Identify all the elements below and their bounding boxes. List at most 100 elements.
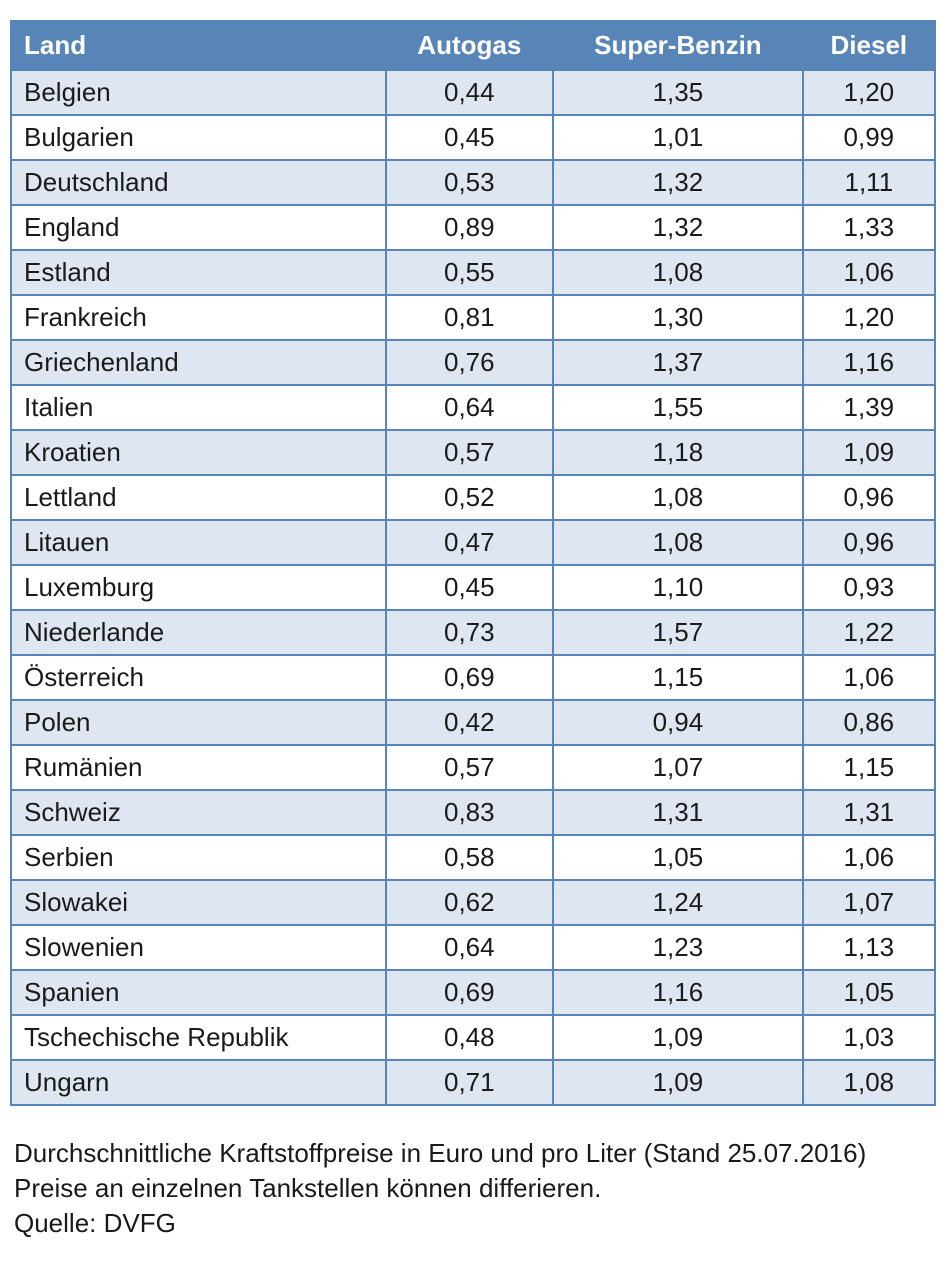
table-row: Niederlande0,731,571,22	[11, 610, 935, 655]
footer-note: Durchschnittliche Kraftstoffpreise in Eu…	[10, 1136, 936, 1241]
value-cell: 0,64	[386, 385, 554, 430]
value-cell: 1,09	[553, 1060, 803, 1105]
value-cell: 0,86	[803, 700, 935, 745]
value-cell: 1,05	[803, 970, 935, 1015]
value-cell: 1,23	[553, 925, 803, 970]
country-cell: Slowenien	[11, 925, 386, 970]
country-cell: Lettland	[11, 475, 386, 520]
value-cell: 1,35	[553, 70, 803, 115]
table-row: Schweiz0,831,311,31	[11, 790, 935, 835]
country-cell: England	[11, 205, 386, 250]
value-cell: 1,20	[803, 70, 935, 115]
value-cell: 0,69	[386, 655, 554, 700]
table-row: Tschechische Republik0,481,091,03	[11, 1015, 935, 1060]
value-cell: 1,07	[553, 745, 803, 790]
country-cell: Litauen	[11, 520, 386, 565]
footer-line-1: Durchschnittliche Kraftstoffpreise in Eu…	[14, 1136, 936, 1171]
country-cell: Rumänien	[11, 745, 386, 790]
value-cell: 1,15	[803, 745, 935, 790]
value-cell: 1,55	[553, 385, 803, 430]
value-cell: 1,03	[803, 1015, 935, 1060]
value-cell: 1,24	[553, 880, 803, 925]
table-row: Serbien0,581,051,06	[11, 835, 935, 880]
country-cell: Italien	[11, 385, 386, 430]
table-row: Slowakei0,621,241,07	[11, 880, 935, 925]
value-cell: 0,64	[386, 925, 554, 970]
value-cell: 1,31	[803, 790, 935, 835]
col-country: Land	[11, 21, 386, 70]
country-cell: Niederlande	[11, 610, 386, 655]
value-cell: 0,53	[386, 160, 554, 205]
value-cell: 0,96	[803, 475, 935, 520]
table-row: Italien0,641,551,39	[11, 385, 935, 430]
country-cell: Deutschland	[11, 160, 386, 205]
value-cell: 1,37	[553, 340, 803, 385]
value-cell: 1,07	[803, 880, 935, 925]
value-cell: 1,09	[553, 1015, 803, 1060]
value-cell: 1,16	[803, 340, 935, 385]
value-cell: 1,39	[803, 385, 935, 430]
country-cell: Serbien	[11, 835, 386, 880]
value-cell: 0,45	[386, 565, 554, 610]
country-cell: Tschechische Republik	[11, 1015, 386, 1060]
value-cell: 1,32	[553, 160, 803, 205]
value-cell: 0,89	[386, 205, 554, 250]
table-row: Bulgarien0,451,010,99	[11, 115, 935, 160]
country-cell: Griechenland	[11, 340, 386, 385]
value-cell: 1,33	[803, 205, 935, 250]
value-cell: 0,57	[386, 430, 554, 475]
table-row: England0,891,321,33	[11, 205, 935, 250]
value-cell: 1,13	[803, 925, 935, 970]
value-cell: 0,71	[386, 1060, 554, 1105]
table-row: Frankreich0,811,301,20	[11, 295, 935, 340]
table-header-row: Land Autogas Super-Benzin Diesel	[11, 21, 935, 70]
footer-line-3: Quelle: DVFG	[14, 1206, 936, 1241]
value-cell: 0,76	[386, 340, 554, 385]
table-row: Luxemburg0,451,100,93	[11, 565, 935, 610]
value-cell: 0,96	[803, 520, 935, 565]
country-cell: Ungarn	[11, 1060, 386, 1105]
value-cell: 1,15	[553, 655, 803, 700]
value-cell: 0,99	[803, 115, 935, 160]
country-cell: Belgien	[11, 70, 386, 115]
country-cell: Slowakei	[11, 880, 386, 925]
table-row: Polen0,420,940,86	[11, 700, 935, 745]
value-cell: 1,11	[803, 160, 935, 205]
country-cell: Polen	[11, 700, 386, 745]
table-row: Rumänien0,571,071,15	[11, 745, 935, 790]
table-row: Lettland0,521,080,96	[11, 475, 935, 520]
country-cell: Schweiz	[11, 790, 386, 835]
value-cell: 0,45	[386, 115, 554, 160]
country-cell: Estland	[11, 250, 386, 295]
table-row: Estland0,551,081,06	[11, 250, 935, 295]
table-row: Slowenien0,641,231,13	[11, 925, 935, 970]
value-cell: 1,09	[803, 430, 935, 475]
value-cell: 0,62	[386, 880, 554, 925]
table-row: Litauen0,471,080,96	[11, 520, 935, 565]
country-cell: Bulgarien	[11, 115, 386, 160]
value-cell: 0,47	[386, 520, 554, 565]
value-cell: 1,06	[803, 835, 935, 880]
table-row: Deutschland0,531,321,11	[11, 160, 935, 205]
value-cell: 1,05	[553, 835, 803, 880]
value-cell: 0,48	[386, 1015, 554, 1060]
value-cell: 0,93	[803, 565, 935, 610]
value-cell: 1,08	[553, 520, 803, 565]
table-row: Ungarn0,711,091,08	[11, 1060, 935, 1105]
col-diesel: Diesel	[803, 21, 935, 70]
value-cell: 1,57	[553, 610, 803, 655]
footer-line-2: Preise an einzelnen Tankstellen können d…	[14, 1171, 936, 1206]
value-cell: 0,94	[553, 700, 803, 745]
country-cell: Österreich	[11, 655, 386, 700]
value-cell: 1,08	[553, 475, 803, 520]
value-cell: 0,42	[386, 700, 554, 745]
value-cell: 0,44	[386, 70, 554, 115]
country-cell: Spanien	[11, 970, 386, 1015]
table-row: Griechenland0,761,371,16	[11, 340, 935, 385]
value-cell: 0,69	[386, 970, 554, 1015]
value-cell: 0,52	[386, 475, 554, 520]
value-cell: 1,20	[803, 295, 935, 340]
value-cell: 1,32	[553, 205, 803, 250]
value-cell: 1,18	[553, 430, 803, 475]
value-cell: 1,22	[803, 610, 935, 655]
